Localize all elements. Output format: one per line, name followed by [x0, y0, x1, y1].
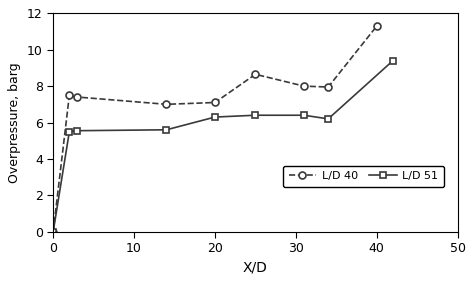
L/D 51 — [50, 230, 56, 233]
L/D 51 — [390, 59, 396, 62]
L/D 40 — [74, 95, 80, 99]
X-axis label: X/D: X/D — [243, 261, 268, 275]
L/D 40 — [212, 101, 218, 104]
Y-axis label: Overpressure, barg: Overpressure, barg — [9, 62, 21, 183]
L/D 51 — [325, 117, 331, 121]
L/D 40 — [253, 73, 258, 76]
Line: L/D 40: L/D 40 — [50, 23, 380, 235]
L/D 51 — [74, 129, 80, 132]
L/D 51 — [212, 115, 218, 119]
L/D 51 — [164, 128, 169, 132]
L/D 40 — [50, 230, 56, 233]
Legend: L/D 40, L/D 51: L/D 40, L/D 51 — [283, 166, 444, 187]
L/D 40 — [66, 93, 72, 97]
L/D 51 — [253, 113, 258, 117]
L/D 40 — [164, 103, 169, 106]
L/D 40 — [301, 84, 307, 88]
L/D 51 — [301, 113, 307, 117]
Line: L/D 51: L/D 51 — [50, 57, 396, 235]
L/D 40 — [374, 24, 380, 28]
L/D 40 — [325, 85, 331, 89]
L/D 51 — [66, 130, 72, 133]
